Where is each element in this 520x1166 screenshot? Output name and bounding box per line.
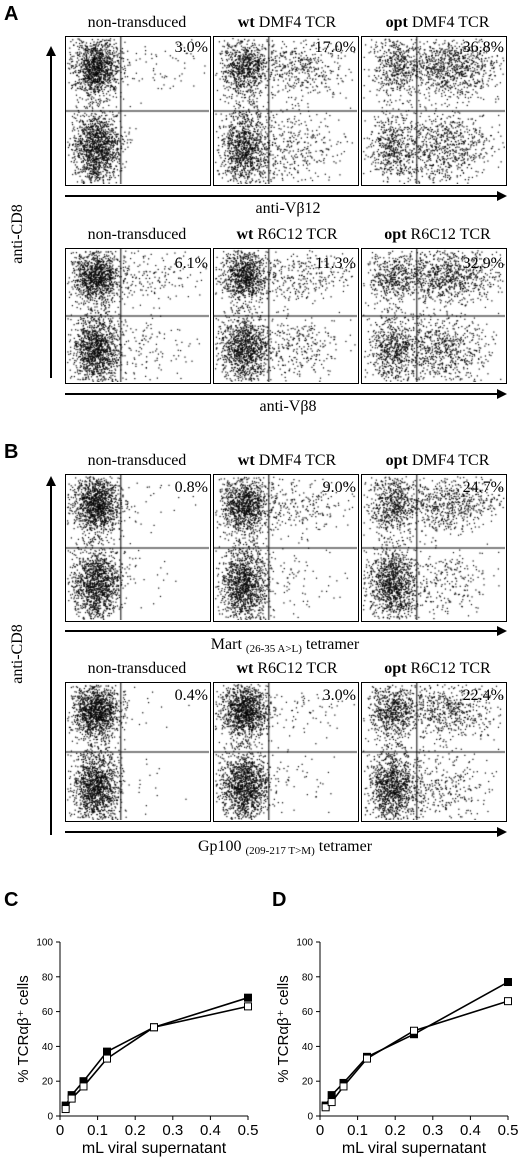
data-point-1: [103, 1054, 111, 1063]
a-top-percent-1: 3.0%: [174, 39, 208, 56]
data-point-0: [244, 993, 252, 1002]
b-top-percent-3: 24.7%: [462, 479, 504, 496]
a-top-percent-3: 36.8%: [462, 39, 504, 56]
b-bottom-percent-2: 3.0%: [322, 687, 356, 704]
x-tick-label: 0: [316, 1122, 324, 1139]
x-axis-label: mL viral supernatant: [82, 1140, 227, 1157]
b-top-dotplot-3: [361, 474, 507, 622]
data-point-1: [67, 1094, 76, 1103]
a-bottom-percent-2: 11.3%: [315, 255, 356, 272]
b-top-x-label: Mart (26-35 A>L) tetramer: [210, 636, 360, 655]
data-point-1: [244, 1002, 252, 1011]
y-tick-label: 80: [42, 972, 54, 983]
b-top-title-2: wt DMF4 TCR: [237, 452, 337, 469]
a-bottom-percent-1: 6.1%: [174, 255, 208, 272]
data-point-1: [327, 1098, 336, 1107]
data-point-1: [410, 1026, 418, 1035]
a-top-dotplot-1: [65, 36, 211, 186]
a-top-dotplot-2: [213, 36, 359, 186]
b-top-dotplot-1: [65, 474, 211, 622]
line-chart-d: 0 20 40 60 80 100 0 0.1 0.2 0.3 0.4 0.5 mL viral sup…: [275, 938, 519, 1158]
series-line-1: [325, 1000, 509, 1108]
b-bottom-dotplot-1: [65, 682, 211, 822]
data-point-0: [504, 978, 512, 987]
b-top-percent-1: 0.8%: [174, 479, 208, 496]
b-bottom-x-label: Gp100 (209-217 T>M) tetramer: [197, 838, 373, 857]
x-tick-label: 0.2: [125, 1122, 146, 1139]
panel-letter-a: A: [4, 3, 19, 25]
series-line-0: [324, 981, 509, 1106]
a-bottom-dotplot-1: [65, 248, 211, 384]
y-tick-label: 0: [47, 1112, 53, 1123]
a-bottom-title-2: wt R6C12 TCR: [236, 226, 338, 243]
x-tick-label: 0.3: [162, 1122, 183, 1139]
b-bottom-title-3: opt R6C12 TCR: [384, 660, 491, 677]
series-line-1: [64, 1005, 249, 1110]
y-tick-label: 80: [302, 972, 314, 983]
a-bottom-dotplot-2: [213, 248, 359, 384]
x-tick-label: 0.3: [422, 1122, 443, 1139]
b-bottom-title-2: wt R6C12 TCR: [236, 660, 338, 677]
line-chart-c: 0 20 40 60 80 100 0 0.1 0.2 0.3 0.4 0.5 mL viral sup…: [15, 938, 259, 1158]
x-axis-label: mL viral supernatant: [342, 1140, 487, 1157]
a-top-dotplot-3: [361, 36, 507, 186]
x-tick-label: 0: [56, 1122, 64, 1139]
panel-letter-c: C: [4, 889, 19, 911]
flow-axis-arrows: [46, 46, 507, 837]
data-point-0: [103, 1047, 111, 1056]
y-tick-label: 60: [42, 1007, 54, 1018]
a-top-title-2: wt DMF4 TCR: [237, 14, 337, 31]
b-top-dotplot-2: [213, 474, 359, 622]
b-top-title-3: opt DMF4 TCR: [385, 452, 490, 469]
y-tick-label: 40: [302, 1042, 314, 1053]
data-point-1: [321, 1103, 330, 1112]
data-point-1: [504, 997, 512, 1006]
y-tick-label: 60: [302, 1007, 314, 1018]
y-axis-label: % TCRαβ⁺ cells: [275, 975, 292, 1082]
b-top-title-1: non-transduced: [87, 452, 187, 469]
x-tick-label: 0.1: [87, 1122, 108, 1139]
y-tick-label: 40: [42, 1042, 54, 1053]
x-tick-label: 0.5: [498, 1122, 519, 1139]
panel-letter-d: D: [272, 889, 287, 911]
x-tick-label: 0.2: [385, 1122, 406, 1139]
x-tick-label: 0.1: [347, 1122, 368, 1139]
x-tick-label: 0.5: [238, 1122, 259, 1139]
y-tick-label: 20: [42, 1077, 54, 1088]
y-tick-label: 100: [296, 938, 313, 949]
y-axis-label: % TCRαβ⁺ cells: [15, 975, 32, 1082]
y-tick-label: 100: [36, 938, 53, 949]
a-bottom-dotplot-3: [361, 248, 507, 384]
b-bottom-dotplot-3: [361, 682, 507, 822]
data-point-1: [363, 1054, 371, 1063]
a-top-percent-2: 17.0%: [314, 39, 356, 56]
b-bottom-percent-3: 22.4%: [462, 687, 504, 704]
data-point-1: [150, 1023, 158, 1032]
b-bottom-percent-1: 0.4%: [174, 687, 208, 704]
a-bottom-percent-3: 32.9%: [462, 255, 504, 272]
data-point-1: [79, 1082, 88, 1091]
panel-letter-b: B: [4, 441, 19, 463]
data-point-1: [61, 1105, 70, 1114]
data-point-0: [327, 1091, 336, 1100]
x-tick-label: 0.4: [200, 1122, 221, 1139]
data-point-1: [339, 1082, 348, 1091]
a-top-title-1: non-transduced: [87, 14, 187, 31]
x-tick-label: 0.4: [460, 1122, 481, 1139]
y-tick-label: 20: [302, 1077, 314, 1088]
a-bottom-x-label: anti-Vβ8: [259, 398, 317, 415]
a-bottom-title-1: non-transduced: [87, 226, 187, 243]
a-top-x-label: anti-Vβ12: [255, 200, 321, 217]
b-bottom-title-1: non-transduced: [87, 660, 187, 677]
series-line-0: [64, 996, 249, 1106]
y-tick-label: 0: [307, 1112, 313, 1123]
a-bottom-title-3: opt R6C12 TCR: [384, 226, 491, 243]
a-top-title-3: opt DMF4 TCR: [385, 14, 490, 31]
b-bottom-dotplot-2: [213, 682, 359, 822]
b-top-percent-2: 9.0%: [322, 479, 356, 496]
